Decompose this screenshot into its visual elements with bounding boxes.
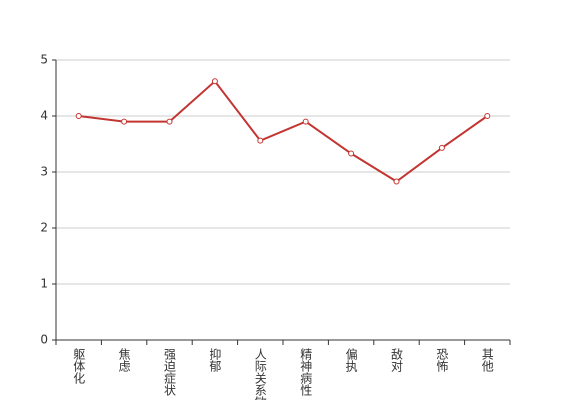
point bbox=[166, 118, 173, 125]
y-tick-label: 3 bbox=[40, 165, 48, 179]
x-tick-label: 偏执 bbox=[344, 347, 358, 373]
y-tick-label: 0 bbox=[40, 333, 48, 347]
x-tick-label: 躯体化 bbox=[72, 347, 86, 385]
point bbox=[211, 78, 218, 85]
x-tick-label: 恐怖 bbox=[435, 348, 449, 372]
x-tick-label: 敌对 bbox=[390, 347, 404, 372]
y-tick-label: 1 bbox=[40, 277, 48, 291]
point bbox=[302, 118, 309, 125]
y-tick-label: 5 bbox=[40, 53, 48, 67]
x-tick-label: 精神病性 bbox=[299, 348, 313, 397]
line bbox=[78, 79, 488, 183]
point bbox=[393, 178, 400, 185]
point bbox=[348, 150, 355, 157]
y-tick-label: 2 bbox=[40, 221, 48, 235]
point bbox=[75, 113, 82, 119]
point bbox=[484, 113, 491, 119]
x-tick-label: 人际关系敏感 bbox=[253, 348, 267, 400]
x-tick-label: 其他 bbox=[480, 348, 494, 372]
x-tick-label: 强迫症状 bbox=[163, 348, 177, 396]
x-tick-label: 抑郁 bbox=[208, 347, 222, 373]
point bbox=[121, 118, 128, 125]
point bbox=[438, 144, 445, 151]
x-tick-label: 焦虑 bbox=[117, 348, 131, 372]
point bbox=[257, 137, 264, 144]
y-tick-label: 4 bbox=[40, 109, 48, 123]
